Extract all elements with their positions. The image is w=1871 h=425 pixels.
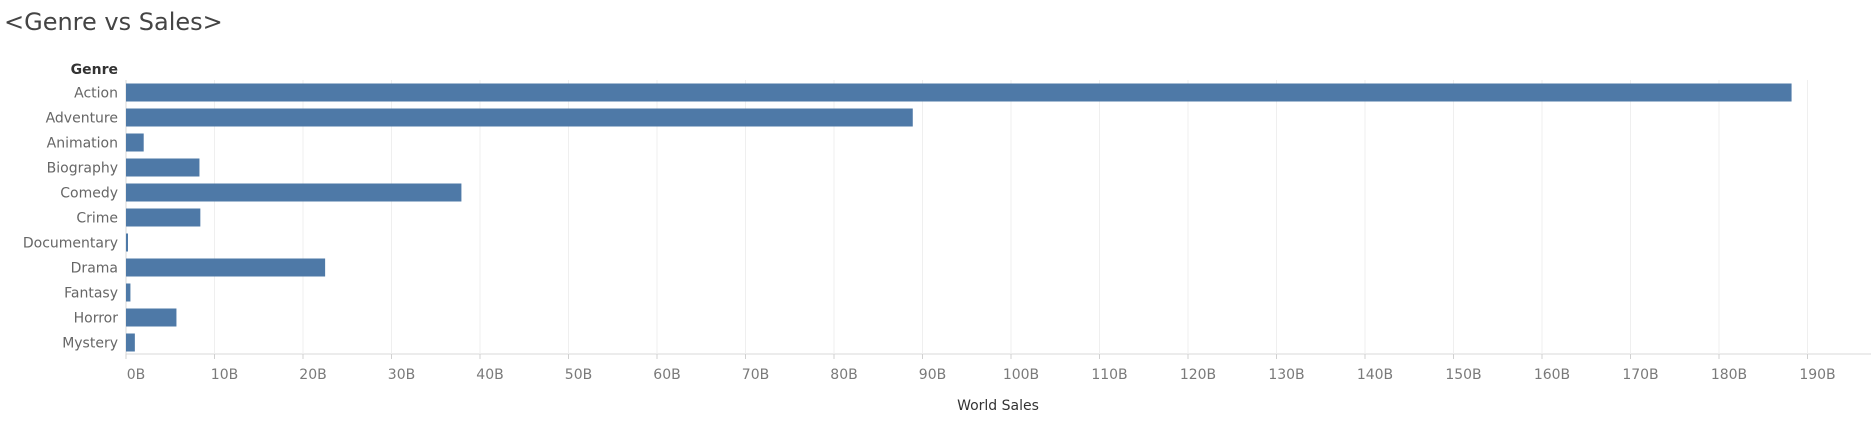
x-tick-label: 180B xyxy=(1711,367,1747,383)
bar-adventure[interactable] xyxy=(126,108,913,127)
bar-documentary[interactable] xyxy=(126,233,128,252)
x-axis-ticks: 0B 10B 20B 30B 40B 50B 60B 70B 80B 90B 100B 110B 120… xyxy=(125,354,1836,383)
bar-animation[interactable] xyxy=(126,133,144,152)
category-label-mystery: Mystery xyxy=(62,336,118,352)
x-tick-label: 50B xyxy=(565,367,592,383)
bar-action[interactable] xyxy=(126,83,1792,102)
x-tick-label: 130B xyxy=(1268,367,1304,383)
x-tick-label: 20B xyxy=(299,367,326,383)
category-labels: Action Adventure Animation Biography Comedy C… xyxy=(23,86,118,352)
bar-horror[interactable] xyxy=(126,308,177,327)
category-label-documentary: Documentary xyxy=(23,236,118,252)
category-label-animation: Animation xyxy=(47,136,118,152)
category-label-action: Action xyxy=(74,86,118,102)
x-tick-label: 100B xyxy=(1003,367,1039,383)
x-tick-label: 170B xyxy=(1622,367,1658,383)
category-label-crime: Crime xyxy=(76,211,118,227)
category-label-comedy: Comedy xyxy=(60,186,118,202)
bar-mystery[interactable] xyxy=(126,333,135,352)
x-tick-label: 190B xyxy=(1799,367,1835,383)
x-tick-label: 30B xyxy=(388,367,415,383)
x-tick-label: 70B xyxy=(742,367,769,383)
x-tick-label: 120B xyxy=(1180,367,1216,383)
x-tick-label: 60B xyxy=(653,367,680,383)
bars xyxy=(126,83,1792,352)
category-label-adventure: Adventure xyxy=(46,111,118,127)
category-label-drama: Drama xyxy=(71,261,118,277)
category-label-biography: Biography xyxy=(47,161,118,177)
bar-crime[interactable] xyxy=(126,208,201,227)
x-tick-label: 40B xyxy=(476,367,503,383)
x-axis-title: World Sales xyxy=(957,398,1039,414)
bar-drama[interactable] xyxy=(126,258,326,277)
x-tick-label: 110B xyxy=(1091,367,1127,383)
x-tick-label: 90B xyxy=(919,367,946,383)
x-tick-label: 10B xyxy=(211,367,238,383)
x-tick-label: 0B xyxy=(127,367,146,383)
x-tick-label: 80B xyxy=(830,367,857,383)
category-header: Genre xyxy=(71,62,118,78)
bar-comedy[interactable] xyxy=(126,183,462,202)
category-label-horror: Horror xyxy=(74,311,119,327)
bar-biography[interactable] xyxy=(126,158,200,177)
x-tick-label: 140B xyxy=(1357,367,1393,383)
category-label-fantasy: Fantasy xyxy=(64,286,118,302)
chart-title: <Genre vs Sales> xyxy=(4,8,223,36)
bar-fantasy[interactable] xyxy=(126,283,131,302)
x-tick-label: 160B xyxy=(1534,367,1570,383)
x-tick-label: 150B xyxy=(1445,367,1481,383)
